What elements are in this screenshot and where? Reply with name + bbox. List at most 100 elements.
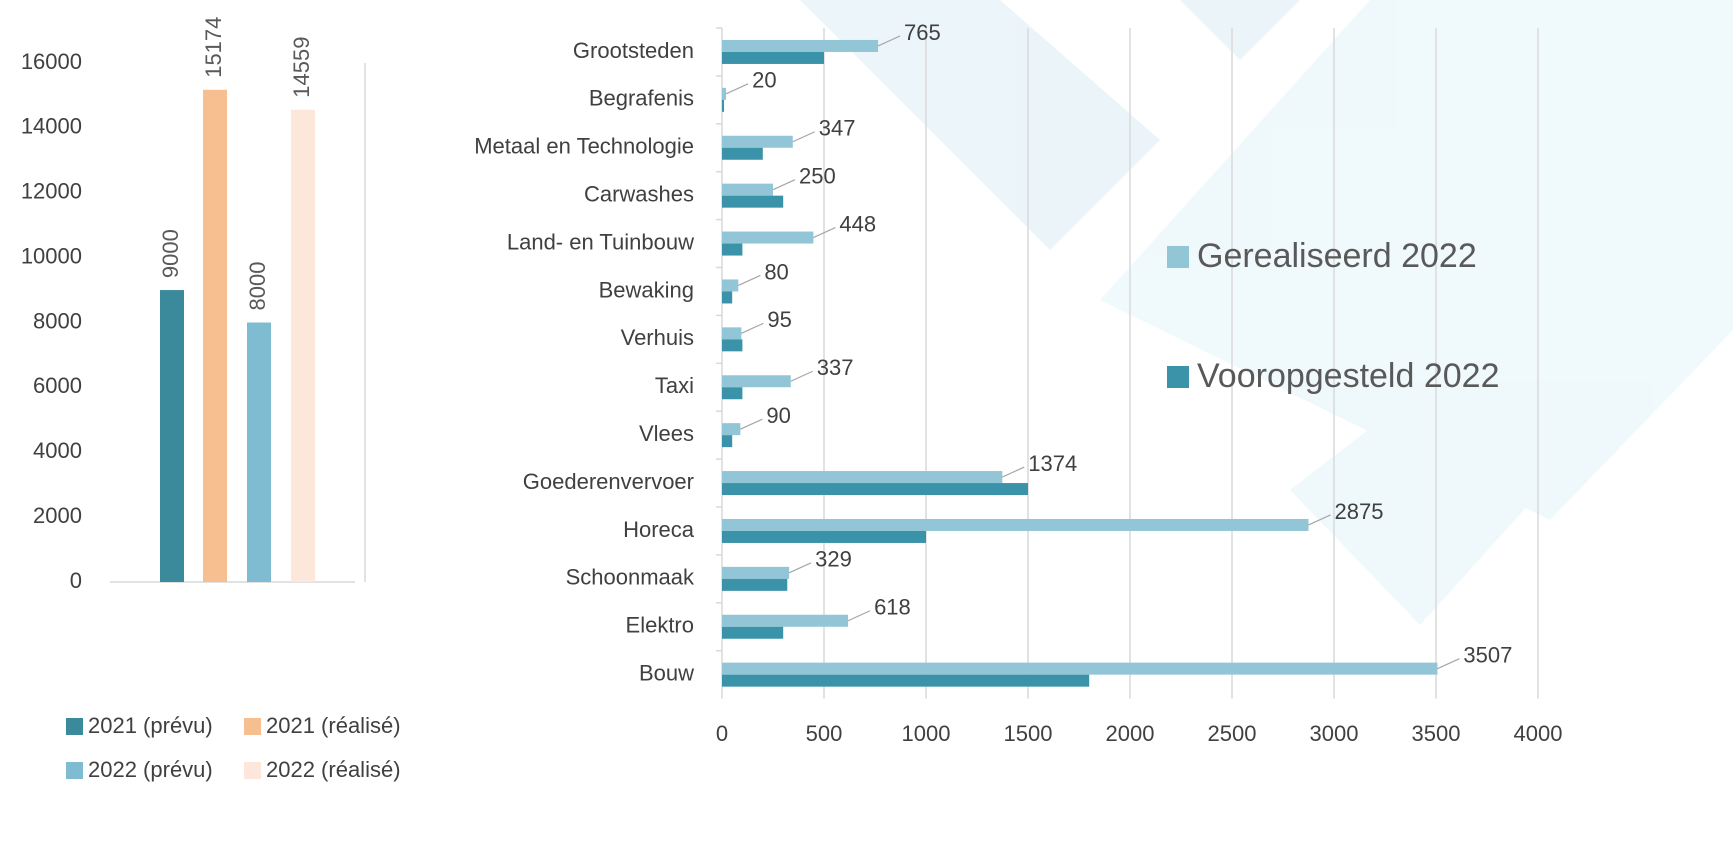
leader-line [772,179,796,191]
leader-line [1308,514,1331,526]
x-tick-label: 2500 [1208,721,1257,746]
category-label: Bewaking [599,277,694,302]
bar [722,279,739,292]
x-tick-label: 3000 [1310,721,1359,746]
category-label: Begrafenis [589,86,694,111]
leader-line [790,370,813,382]
category-label: Bouw [639,660,694,685]
bar [722,327,742,340]
bar [722,674,1090,687]
bar [722,231,814,244]
legend-label: 2021 (prévu) [88,713,213,738]
background-decoration [800,0,1733,625]
legend-label: 2021 (réalisé) [266,713,401,738]
bar [722,183,773,196]
bar [722,147,763,160]
x-tick-label: 1500 [1004,721,1053,746]
leader-line [725,83,749,95]
legend-swatch [1167,246,1189,268]
bar [722,626,784,639]
category-label: Schoonmaak [566,565,695,590]
bar [722,135,793,148]
legend-label: 2022 (prévu) [88,757,213,782]
y-tick-label: 2000 [33,503,82,528]
leader-line [813,227,836,239]
bar [722,435,733,448]
legend-swatch [244,718,261,735]
leader-line [792,131,816,143]
bar [722,423,741,436]
category-label: Taxi [655,373,694,398]
value-label: 1374 [1028,451,1077,476]
category-label: Goederenvervoer [523,469,694,494]
leader-line [788,562,812,574]
bar [722,578,788,591]
x-tick-label: 1000 [902,721,951,746]
bar [722,566,790,579]
value-label: 337 [817,355,854,380]
legend-swatch [66,762,83,779]
bar [722,243,743,256]
bar [722,195,784,208]
bar [722,291,733,304]
leader-line [1437,658,1460,670]
value-label: 329 [815,547,852,572]
bar [722,387,743,400]
category-label: Land- en Tuinbouw [507,229,694,254]
value-label: 2875 [1335,499,1384,524]
x-tick-label: 4000 [1514,721,1563,746]
value-label: 448 [839,211,876,236]
category-label: Elektro [626,613,694,638]
bar [160,290,184,582]
y-tick-label: 4000 [33,438,82,463]
bar [722,471,1003,484]
legend-label: Gerealiseerd 2022 [1197,237,1477,275]
y-tick-label: 6000 [33,373,82,398]
leader-line [877,35,901,47]
category-label: Grootsteden [573,38,694,63]
leader-line [738,274,761,286]
legend-swatch [66,718,83,735]
value-label: 14559 [289,37,314,98]
x-tick-label: 2000 [1106,721,1155,746]
x-tick-label: 500 [806,721,843,746]
leader-line [1002,466,1025,478]
value-label: 618 [874,595,911,620]
bar [722,614,849,627]
y-tick-label: 14000 [21,114,82,139]
value-label: 3507 [1463,642,1512,667]
leader-line [740,418,763,430]
y-tick-label: 8000 [33,308,82,333]
y-tick-label: 0 [70,568,82,593]
value-label: 80 [764,259,788,284]
value-label: 20 [752,68,776,93]
category-label: Carwashes [584,181,694,206]
bar [722,518,1309,531]
category-label: Horeca [623,517,695,542]
legend-swatch [1167,366,1189,388]
bar [722,99,725,112]
leader-line [847,610,871,622]
bar [722,87,727,100]
y-tick-label: 12000 [21,179,82,204]
bar [722,339,743,352]
legend-swatch [244,762,261,779]
value-label: 250 [799,163,836,188]
bar [722,530,926,543]
x-tick-label: 0 [716,721,728,746]
value-label: 9000 [158,229,183,278]
bar [722,662,1438,675]
value-label: 15174 [201,17,226,78]
bar [722,51,824,64]
y-tick-label: 10000 [21,243,82,268]
bar [722,375,791,388]
category-label: Metaal en Technologie [474,134,694,159]
leader-line [741,322,764,334]
value-label: 8000 [245,262,270,311]
legend-label: 2022 (réalisé) [266,757,401,782]
value-label: 95 [767,307,791,332]
category-label: Vlees [639,421,694,446]
value-label: 765 [904,20,941,45]
value-label: 90 [766,403,790,428]
bar [291,109,315,583]
